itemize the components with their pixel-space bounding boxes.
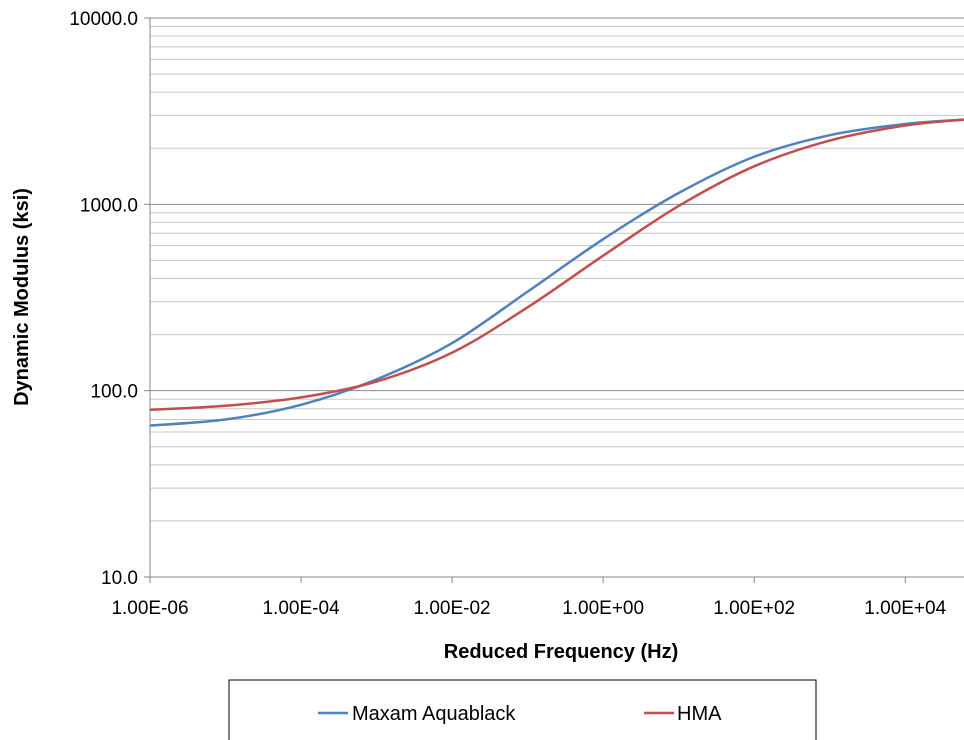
x-tick-label: 1.00E-04 <box>262 598 340 619</box>
legend-label-hma: HMA <box>677 703 722 725</box>
x-axis-title: Reduced Frequency (Hz) <box>444 641 678 663</box>
y-tick-label: 10000.0 <box>69 9 138 30</box>
x-tick-label: 1.00E-06 <box>111 598 188 619</box>
series-line-maxam-aquablack <box>149 118 964 427</box>
legend-label-maxam: Maxam Aquablack <box>352 703 516 725</box>
x-tick-label: 1.00E-02 <box>414 598 491 619</box>
series-line-hma <box>149 118 964 411</box>
gridlines <box>150 17 964 578</box>
x-tick-label: 1.00E+04 <box>864 598 946 619</box>
axes <box>144 17 964 583</box>
x-tick-label: 1.00E+00 <box>562 598 644 619</box>
tick-labels: 10.0 100.0 1000.0 10000.0 1.00E-06 1.00E-04 1.… <box>69 9 946 619</box>
x-tick-label: 1.00E+02 <box>713 598 795 619</box>
series-lines <box>149 118 964 427</box>
y-axis-title: Dynamic Modulus (ksi) <box>11 188 33 406</box>
legend: Maxam Aquablack HMA <box>228 679 817 740</box>
legend-box <box>228 679 817 740</box>
y-tick-label: 1000.0 <box>80 195 138 216</box>
y-tick-label: 10.0 <box>101 568 138 589</box>
y-tick-label: 100.0 <box>90 382 138 403</box>
